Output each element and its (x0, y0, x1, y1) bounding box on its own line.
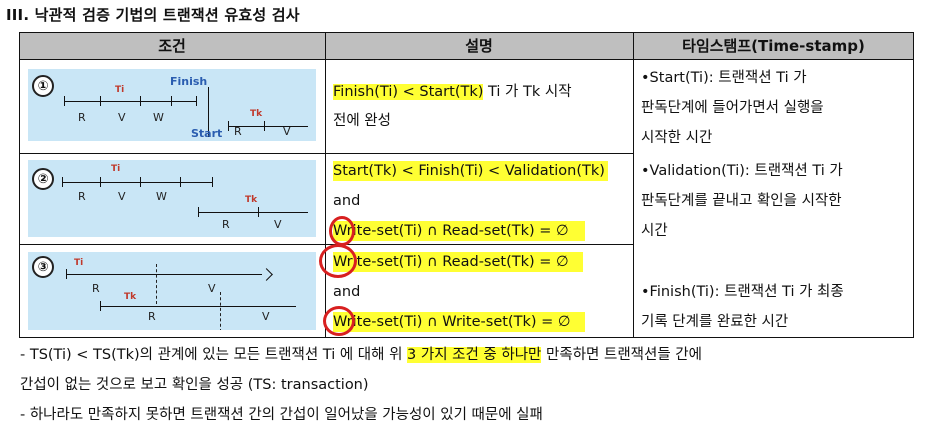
desc-1-rest: Ti 가 Tk 시작 (483, 84, 572, 100)
note-1-pre: - TS(Ti) < TS(Tk)의 관계에 있는 모든 트랜잭션 Ti 에 대… (20, 347, 408, 363)
annotation-circle-2 (319, 244, 357, 278)
note-line-2: 간섭이 없는 것으로 보고 확인을 성공 (TS: transaction) (20, 377, 369, 393)
row-number-2: ② (32, 168, 54, 190)
desc-3-line2: and (333, 284, 361, 300)
label-v: V (274, 218, 282, 231)
header-timestamp: 타임스탬프(Time-stamp) (633, 32, 914, 59)
annotation-circle-3 (323, 306, 355, 336)
diagram-2: ② Ti R V W Tk R V (28, 160, 316, 237)
ts-finish-line2: 기록 단계를 완료한 시간 (641, 314, 789, 330)
ts-start-line1: •Start(Ti): 트랜잭션 Ti 가 (641, 70, 807, 86)
desc-2-line2: and (333, 193, 361, 209)
annotation-circle-1 (329, 216, 355, 246)
ts-start-line3: 시작한 시간 (641, 130, 713, 146)
desc-1-line2: 전에 완성 (333, 113, 391, 129)
row-number-3: ③ (32, 256, 54, 278)
label-r: R (78, 111, 86, 124)
finish-label: Finish (170, 75, 208, 88)
label-w: W (153, 111, 164, 124)
label-v: V (118, 190, 126, 203)
header-condition: 조건 (19, 32, 325, 59)
header-description: 설명 (325, 32, 633, 59)
desc-1-highlight: Finish(Ti) < Start(Tk) (333, 84, 484, 100)
note-line-1: - TS(Ti) < TS(Tk)의 관계에 있는 모든 트랜잭션 Ti 에 대… (20, 345, 702, 365)
label-v: V (208, 282, 216, 295)
tk-label-2: Tk (245, 195, 258, 205)
label-w: W (156, 190, 167, 203)
row-number-1: ① (32, 75, 54, 97)
ti-label-1: Ti (115, 85, 125, 95)
ti-label-2: Ti (111, 164, 121, 174)
ts-validation-line1: •Validation(Ti): 트랜잭션 Ti 가 (641, 163, 843, 179)
desc-3-line1: Write-set(Ti) ∩ Read-set(Tk) = ∅ (333, 252, 583, 272)
desc-2-line3: Write-set(Ti) ∩ Read-set(Tk) = ∅ (333, 221, 585, 241)
desc-2-line1: Start(Tk) < Finish(Ti) < Validation(Tk) (333, 161, 608, 181)
label-r: R (148, 310, 156, 323)
label-v: V (118, 111, 126, 124)
label-v: V (262, 310, 270, 323)
diagram-1: ① Ti Finish R V W Tk Start R V (28, 69, 316, 141)
ti-label-3: Ti (74, 258, 84, 268)
diagram-3: ③ Ti R V Tk R V (28, 252, 316, 330)
tk-label-3: Tk (124, 292, 137, 302)
tk-label-1: Tk (250, 109, 263, 119)
label-r: R (78, 190, 86, 203)
ts-start-line2: 판독단계에 들어가면서 실행을 (641, 100, 824, 116)
note-1-post: 만족하면 트랜잭션들 간에 (541, 347, 702, 363)
label-r: R (234, 125, 242, 138)
start-label: Start (191, 127, 223, 140)
note-line-3: - 하나라도 만족하지 못하면 트랜잭션 간의 간섭이 일어났을 가능성이 있기… (20, 407, 543, 423)
validation-table: 조건 설명 타임스탬프(Time-stamp) ① Ti Finish R V … (19, 32, 914, 338)
desc-1-line1: Finish(Ti) < Start(Tk) Ti 가 Tk 시작 (333, 82, 572, 102)
note-1-highlight: 3 가지 조건 중 하나만 (407, 347, 542, 363)
section-title: III. 낙관적 검증 기법의 트랜잭션 유효성 검사 (6, 6, 300, 24)
label-r: R (92, 282, 100, 295)
ts-finish-line1: •Finish(Ti): 트랜잭션 Ti 가 최종 (641, 284, 844, 300)
ts-validation-line3: 시간 (641, 223, 668, 239)
ts-validation-line2: 판독단계를 끝내고 확인을 시작한 (641, 193, 842, 209)
desc-3-line3: Write-set(Ti) ∩ Write-set(Tk) = ∅ (333, 312, 585, 332)
label-r: R (222, 218, 230, 231)
label-v: V (283, 125, 291, 138)
